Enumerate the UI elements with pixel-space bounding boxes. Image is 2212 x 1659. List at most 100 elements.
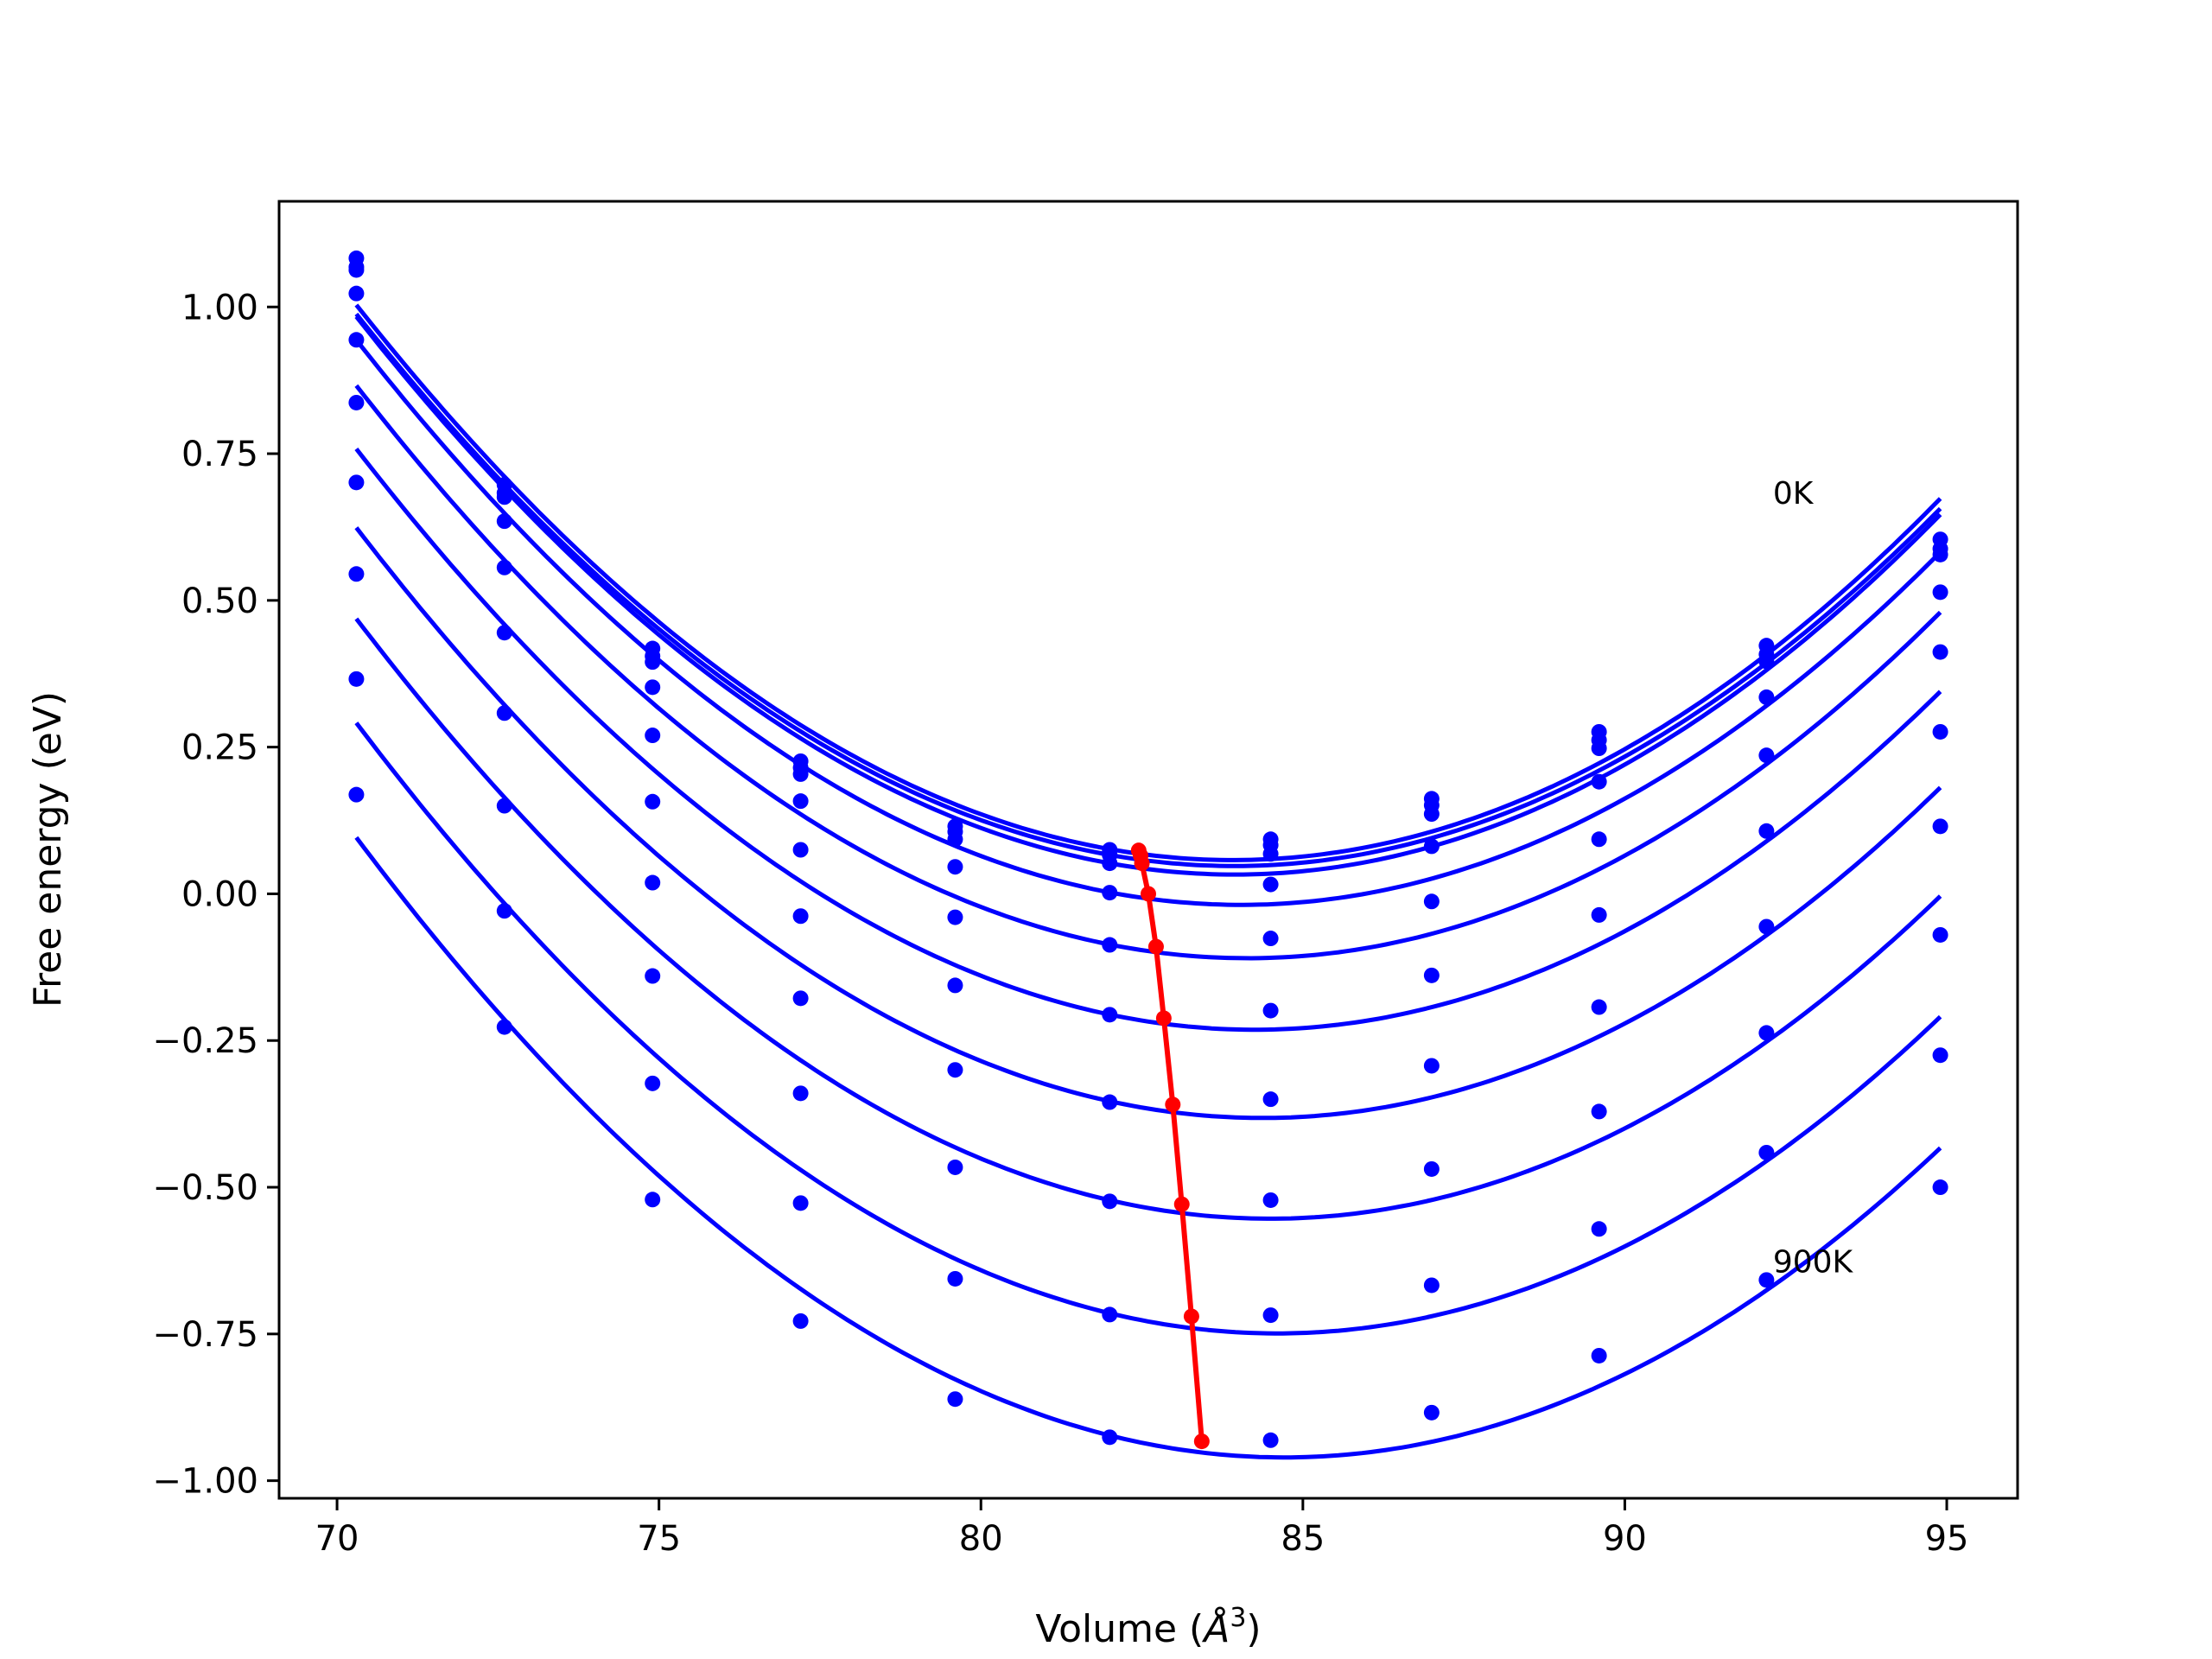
minimum-point-8 bbox=[1183, 1308, 1199, 1325]
data-point-6-1 bbox=[496, 705, 512, 721]
data-point-8-3 bbox=[792, 1195, 809, 1211]
data-point-8-2 bbox=[645, 1075, 661, 1091]
data-point-6-2 bbox=[645, 874, 661, 891]
x-tick-label-1: 75 bbox=[637, 1519, 681, 1559]
data-point-5-1 bbox=[496, 625, 512, 641]
data-point-5-2 bbox=[645, 793, 661, 810]
data-point-9-10 bbox=[1932, 1179, 1948, 1196]
y-tick-label-6: −0.50 bbox=[152, 1168, 258, 1208]
data-point-5-3 bbox=[792, 908, 809, 925]
y-axis: 1.00 0.75 0.50 0.25 0.00 −0.25 −0.50 −0.75 −1.00 bbox=[152, 288, 279, 1502]
series-line-0 bbox=[354, 303, 1942, 862]
data-point-9-8 bbox=[1591, 1347, 1607, 1363]
data-point-9-0 bbox=[348, 786, 365, 803]
annotations: 0K 900K bbox=[1773, 476, 1854, 1281]
x-tick-label-3: 85 bbox=[1281, 1519, 1325, 1559]
data-point-6-3 bbox=[792, 990, 809, 1007]
series-line-7 bbox=[354, 617, 1942, 1221]
data-point-4-1 bbox=[496, 559, 512, 575]
data-point-4-8 bbox=[1591, 831, 1607, 848]
data-point-3-3 bbox=[792, 793, 809, 810]
minimum-point-7 bbox=[1173, 1196, 1190, 1212]
y-tick-label-4: 0.00 bbox=[181, 874, 258, 914]
x-axis-label-exponent: 3 bbox=[1230, 1603, 1246, 1633]
data-point-6-6 bbox=[1262, 1091, 1279, 1108]
plot-frame bbox=[277, 200, 2019, 1500]
data-point-9-3 bbox=[792, 1313, 809, 1329]
y-tick-label-0: 1.00 bbox=[181, 288, 258, 327]
data-point-8-0 bbox=[348, 671, 365, 687]
y-tick-label-8: −1.00 bbox=[152, 1462, 258, 1502]
data-point-7-10 bbox=[1932, 926, 1948, 943]
minimum-point-2 bbox=[1134, 855, 1150, 872]
data-point-8-7 bbox=[1423, 1277, 1440, 1294]
data-point-6-10 bbox=[1932, 818, 1948, 835]
data-point-5-9 bbox=[1758, 823, 1775, 839]
data-point-7-2 bbox=[645, 968, 661, 984]
y-axis-label: Free energy (eV) bbox=[26, 691, 70, 1007]
x-tick-label-0: 70 bbox=[315, 1519, 359, 1559]
data-point-9-1 bbox=[496, 1019, 512, 1035]
x-axis-label: Volume (Å3) bbox=[1035, 1603, 1261, 1651]
data-point-5-0 bbox=[348, 394, 365, 410]
data-point-5-4 bbox=[947, 977, 963, 994]
data-point-9-7 bbox=[1423, 1404, 1440, 1421]
data-point-9-2 bbox=[645, 1192, 661, 1208]
data-point-3-8 bbox=[1591, 773, 1607, 790]
data-point-3-6 bbox=[1262, 876, 1279, 893]
data-point-4-2 bbox=[645, 728, 661, 744]
data-point-2-1 bbox=[496, 489, 512, 505]
data-point-6-9 bbox=[1758, 918, 1775, 935]
annotation-0: 0K bbox=[1773, 476, 1815, 512]
data-point-7-8 bbox=[1591, 1103, 1607, 1120]
data-point-9-5 bbox=[1102, 1429, 1118, 1446]
data-point-3-2 bbox=[645, 679, 661, 696]
x-axis-label-unit: Å bbox=[1201, 1605, 1230, 1651]
data-point-9-9 bbox=[1758, 1272, 1775, 1288]
data-point-2-7 bbox=[1423, 806, 1440, 823]
data-point-4-6 bbox=[1262, 931, 1279, 947]
annotation-1: 900K bbox=[1773, 1245, 1854, 1281]
data-point-8-10 bbox=[1932, 1047, 1948, 1064]
data-point-3-7 bbox=[1423, 838, 1440, 855]
data-point-7-5 bbox=[1102, 1193, 1118, 1210]
data-point-3-9 bbox=[1758, 689, 1775, 705]
x-tick-label-2: 80 bbox=[959, 1519, 1003, 1559]
data-point-4-3 bbox=[792, 842, 809, 858]
data-point-8-8 bbox=[1591, 1221, 1607, 1237]
data-point-5-8 bbox=[1591, 906, 1607, 923]
data-point-4-7 bbox=[1423, 893, 1440, 910]
data-point-2-6 bbox=[1262, 846, 1279, 862]
data-point-3-10 bbox=[1932, 584, 1948, 601]
series-line-2 bbox=[354, 315, 1942, 877]
data-point-6-0 bbox=[348, 474, 365, 491]
data-point-7-4 bbox=[947, 1159, 963, 1175]
minimum-point-6 bbox=[1165, 1096, 1181, 1113]
data-point-3-4 bbox=[947, 859, 963, 875]
minimum-point-5 bbox=[1155, 1010, 1172, 1027]
data-point-4-5 bbox=[1102, 937, 1118, 953]
data-point-5-7 bbox=[1423, 967, 1440, 983]
series-line-3 bbox=[354, 338, 1942, 907]
data-point-7-7 bbox=[1423, 1160, 1440, 1177]
y-tick-label-2: 0.50 bbox=[181, 582, 258, 621]
data-point-7-1 bbox=[496, 798, 512, 814]
data-point-2-9 bbox=[1758, 653, 1775, 670]
series-line-5 bbox=[354, 447, 1942, 1033]
minimum-line bbox=[1135, 849, 1205, 1442]
data-point-4-0 bbox=[348, 332, 365, 348]
data-point-8-4 bbox=[947, 1270, 963, 1287]
data-point-6-4 bbox=[947, 1062, 963, 1078]
data-point-6-8 bbox=[1591, 999, 1607, 1015]
data-point-2-3 bbox=[792, 766, 809, 782]
plot-marks bbox=[348, 250, 1948, 1460]
x-tick-label-4: 90 bbox=[1603, 1519, 1647, 1559]
data-point-8-5 bbox=[1102, 1306, 1118, 1323]
x-tick-label-5: 95 bbox=[1925, 1519, 1969, 1559]
x-axis: 70 75 80 85 90 95 bbox=[315, 1498, 1969, 1559]
data-point-9-6 bbox=[1262, 1432, 1279, 1448]
data-point-7-6 bbox=[1262, 1192, 1279, 1208]
data-point-6-5 bbox=[1102, 1094, 1118, 1110]
series-line-4 bbox=[354, 384, 1942, 961]
